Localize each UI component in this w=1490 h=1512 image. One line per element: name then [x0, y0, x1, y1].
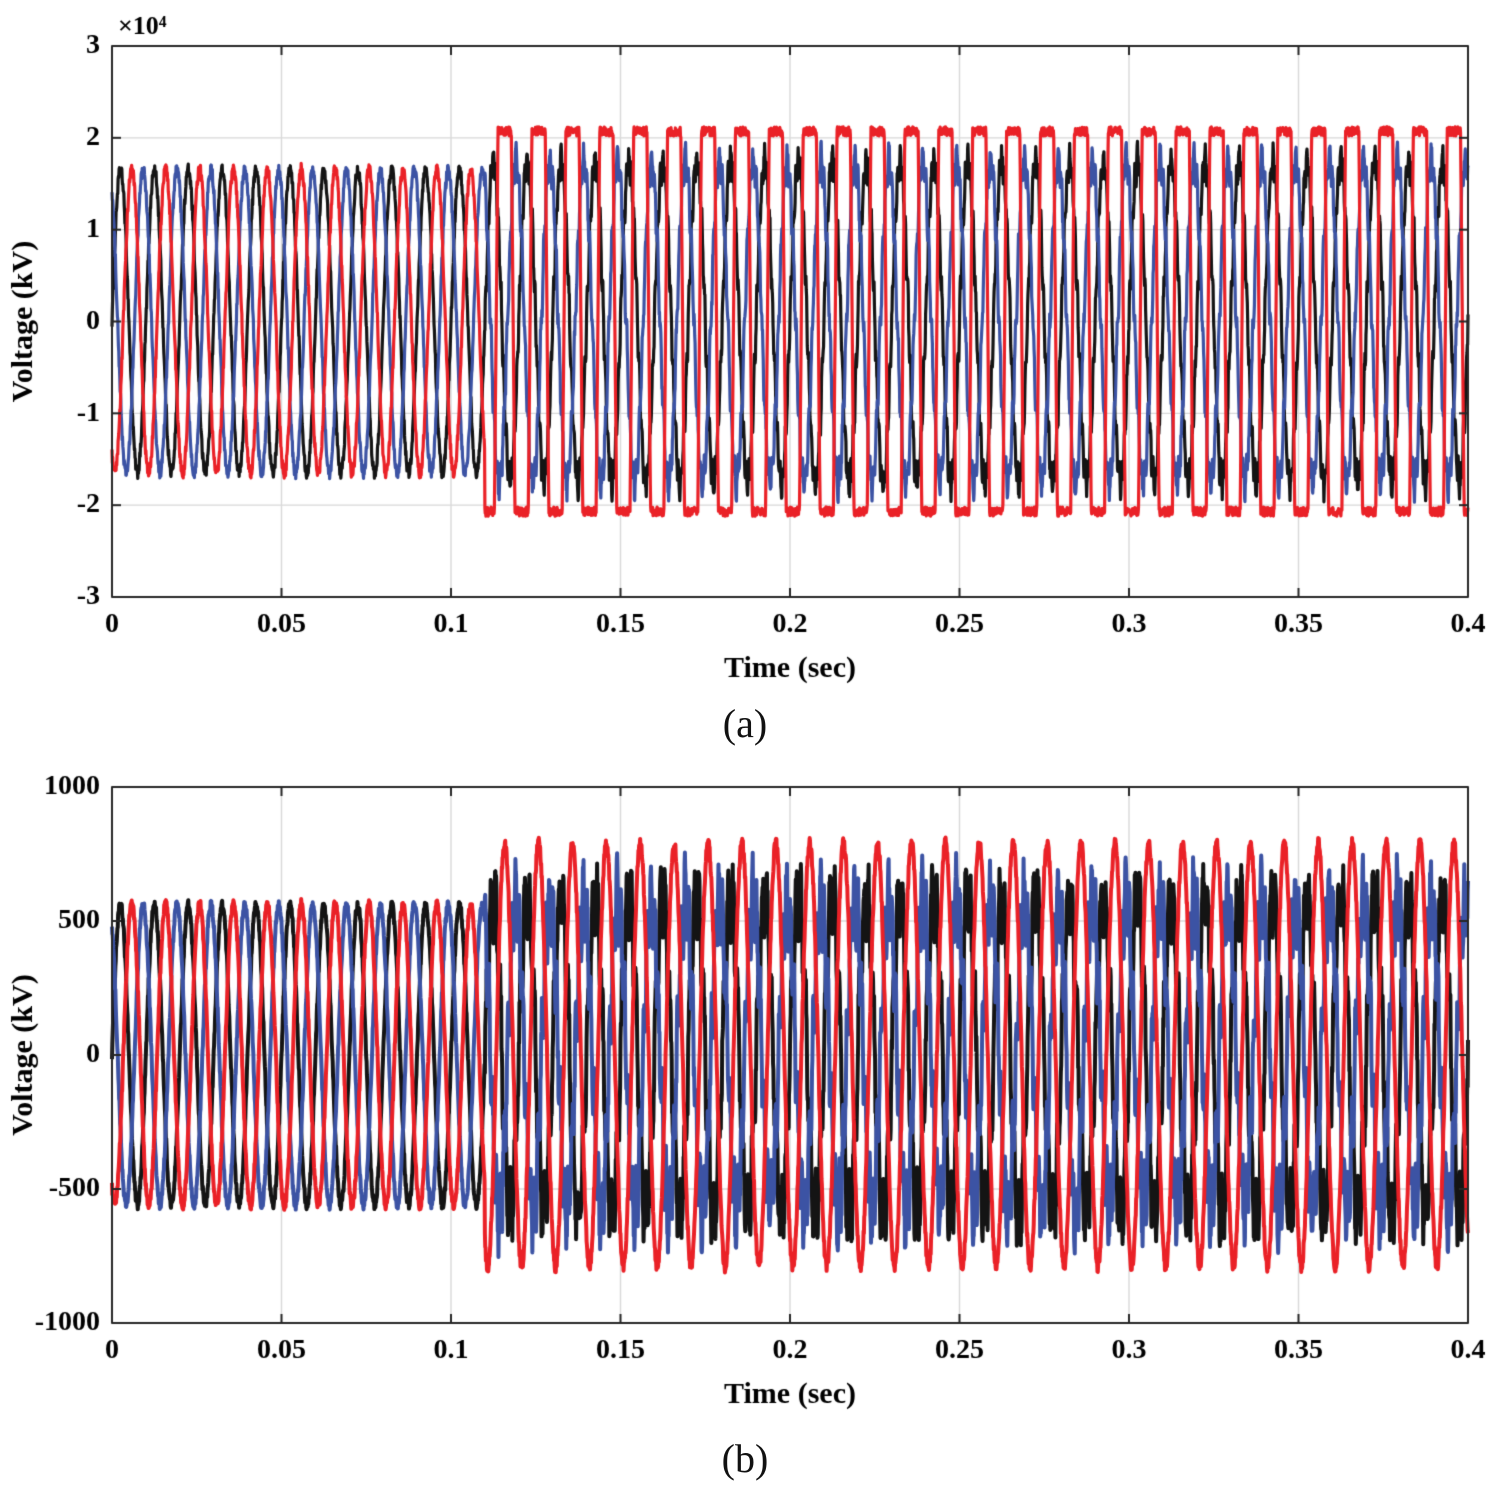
waveform-chart-b	[0, 761, 1490, 1421]
waveform-chart-a	[0, 0, 1490, 695]
subfigure-caption-a: (a)	[722, 701, 768, 746]
subfigure-b: (b)	[0, 761, 1490, 1507]
subfigure-caption-b: (b)	[721, 1436, 769, 1481]
subfigure-a: (a)	[0, 0, 1490, 746]
